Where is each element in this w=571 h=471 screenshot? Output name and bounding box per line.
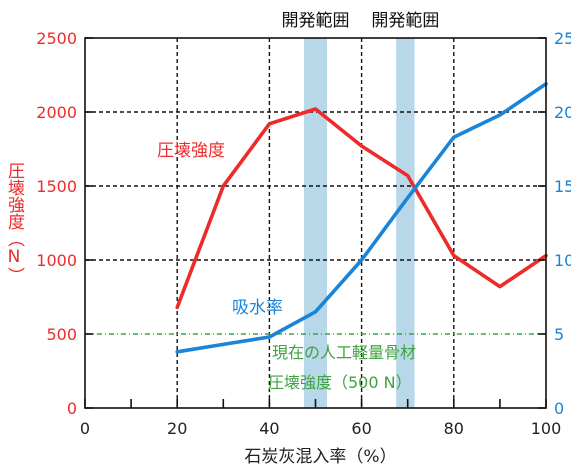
x-tick-label-100: 100	[531, 419, 562, 438]
development-band-2	[396, 38, 415, 408]
reference-label-line-2: 圧壊強度（500 N）	[268, 373, 412, 392]
y-left-tick-label-1000: 1000	[36, 251, 77, 270]
band-label-1: 開発範囲	[282, 11, 350, 31]
x-tick-label-0: 0	[80, 419, 90, 438]
y-left-tick-label-1500: 1500	[36, 177, 77, 196]
grid-lines	[85, 38, 546, 408]
y-right-tick-label-15: 15	[554, 177, 571, 196]
series-label-crush-strength: 圧壊強度	[157, 141, 225, 161]
y-right-tick-label-5: 5	[554, 325, 564, 344]
x-tick-label-40: 40	[259, 419, 279, 438]
x-axis-label: 石炭灰混入率（%）	[244, 447, 396, 467]
y-left-axis-label: 圧壊強度（N）	[4, 162, 25, 284]
axis-ticks	[84, 37, 547, 409]
y-left-tick-label-2500: 2500	[36, 29, 77, 48]
y-left-tick-label-2000: 2000	[36, 103, 77, 122]
y-right-tick-label-0: 0	[554, 399, 564, 418]
y-right-tick-label-10: 10	[554, 251, 571, 270]
y-right-tick-label-25: 25	[554, 29, 571, 48]
x-tick-label-20: 20	[167, 419, 187, 438]
y-right-tick-label-20: 20	[554, 103, 571, 122]
y-left-tick-label-0: 0	[67, 399, 77, 418]
band-label-2: 開発範囲	[371, 11, 439, 31]
series-label-water-absorption: 吸水率	[232, 298, 283, 318]
reference-label-line-1: 現在の人工軽量骨材	[272, 343, 416, 362]
x-tick-label-60: 60	[351, 419, 371, 438]
y-left-tick-label-500: 500	[46, 325, 77, 344]
x-tick-label-80: 80	[444, 419, 464, 438]
